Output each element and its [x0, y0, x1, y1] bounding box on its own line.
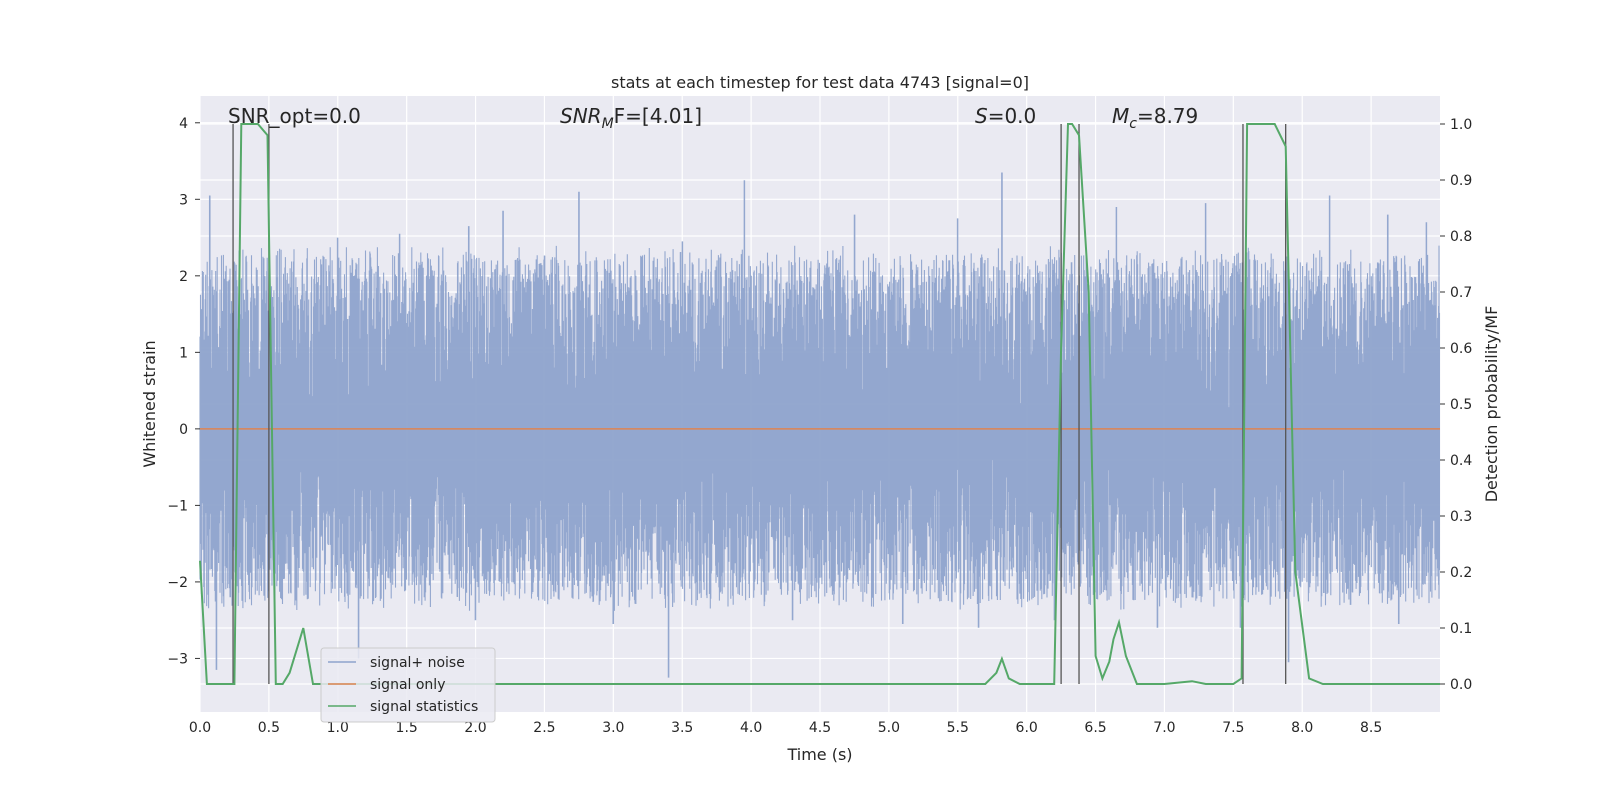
x-tick-label: 5.5	[947, 720, 969, 736]
x-tick-label: 0.0	[189, 720, 211, 736]
x-tick-label: 3.0	[602, 720, 624, 736]
signal-statistics-line	[199, 123, 1440, 685]
series-signal-plus-noise	[199, 172, 1441, 678]
y-left-tick-label: −2	[167, 575, 188, 591]
annotation-mc-tail: =8.79	[1137, 104, 1198, 128]
legend-label-signal-only: signal only	[370, 677, 445, 693]
y-left-tick-label: 3	[179, 192, 188, 208]
x-axis-label: Time (s)	[786, 745, 852, 764]
legend-label-signal-plus-noise: signal+ noise	[370, 655, 465, 671]
y-right-tick-label: 0.1	[1450, 621, 1472, 637]
x-tick-label: 1.0	[327, 720, 349, 736]
annotation-mc: Mc=8.79	[1112, 104, 1198, 132]
annotation-s-main: S	[975, 104, 988, 128]
annotation-snr-mf-main: SNR	[560, 104, 602, 128]
y-right-tick-label: 0.0	[1450, 677, 1472, 693]
legend-label-signal-statistics: signal statistics	[370, 699, 478, 715]
y-right-tick-label: 0.8	[1450, 229, 1472, 245]
x-axis-ticks: 0.0 0.5 1.0 1.5 2.0 2.5 3.0 3.5 4.0 4.5 5.0 5.5 6.0 6…	[189, 720, 1382, 736]
annotation-s: S=0.0	[975, 104, 1036, 128]
x-tick-label: 2.5	[533, 720, 555, 736]
y-left-tick-label: 0	[179, 422, 188, 438]
y-right-tick-label: 1.0	[1450, 117, 1472, 133]
chart-title: stats at each timestep for test data 474…	[611, 73, 1029, 92]
y-axis-right-ticks: 1.0 0.9 0.8 0.7 0.6 0.5 0.4 0.3 0.2 0.1 0.0	[1440, 117, 1472, 693]
y-left-tick-label: 4	[179, 116, 188, 132]
annotation-snr-opt: SNR_opt=0.0	[228, 104, 361, 128]
x-tick-label: 1.5	[396, 720, 418, 736]
y-axis-left-label: Whitened strain	[140, 340, 159, 467]
x-tick-label: 2.0	[464, 720, 486, 736]
x-tick-label: 8.5	[1360, 720, 1382, 736]
y-axis-right-label: Detection probability/MF	[1482, 306, 1501, 503]
annotation-snr-mf-tail: F=[4.01]	[614, 104, 702, 128]
x-tick-label: 6.5	[1084, 720, 1106, 736]
y-left-tick-label: 2	[179, 269, 188, 285]
annotation-mc-sub: c	[1129, 116, 1137, 132]
annotation-mc-main: M	[1112, 104, 1129, 128]
vertical-markers	[232, 124, 1287, 684]
x-tick-label: 4.5	[809, 720, 831, 736]
y-right-tick-label: 0.6	[1450, 341, 1472, 357]
y-axis-left-ticks: 4 3 2 1 0 −1 −2 −3	[167, 116, 200, 667]
x-tick-label: 0.5	[258, 720, 280, 736]
x-tick-label: 3.5	[671, 720, 693, 736]
annotation-snr-mf: SNRMF=[4.01]	[560, 104, 702, 132]
legend: signal+ noise signal only signal statist…	[320, 647, 496, 723]
y-right-tick-label: 0.2	[1450, 565, 1472, 581]
noise-trace	[199, 172, 1441, 678]
x-tick-label: 6.0	[1016, 720, 1038, 736]
y-left-tick-label: −1	[167, 498, 188, 514]
x-tick-label: 8.0	[1291, 720, 1313, 736]
y-right-tick-label: 0.5	[1450, 397, 1472, 413]
annotation-s-tail: =0.0	[988, 104, 1037, 128]
x-tick-label: 7.5	[1222, 720, 1244, 736]
x-tick-label: 7.0	[1153, 720, 1175, 736]
x-tick-label: 5.0	[878, 720, 900, 736]
y-right-tick-label: 0.3	[1450, 509, 1472, 525]
legend-box	[320, 647, 496, 723]
series-signal-statistics	[199, 123, 1440, 685]
y-right-tick-label: 0.7	[1450, 285, 1472, 301]
annotation-snr-mf-sub: M	[602, 116, 614, 132]
y-right-tick-label: 0.4	[1450, 453, 1472, 469]
y-left-tick-label: −3	[167, 651, 188, 667]
y-right-tick-label: 0.9	[1450, 173, 1472, 189]
x-tick-label: 4.0	[740, 720, 762, 736]
y-left-tick-label: 1	[179, 345, 188, 361]
